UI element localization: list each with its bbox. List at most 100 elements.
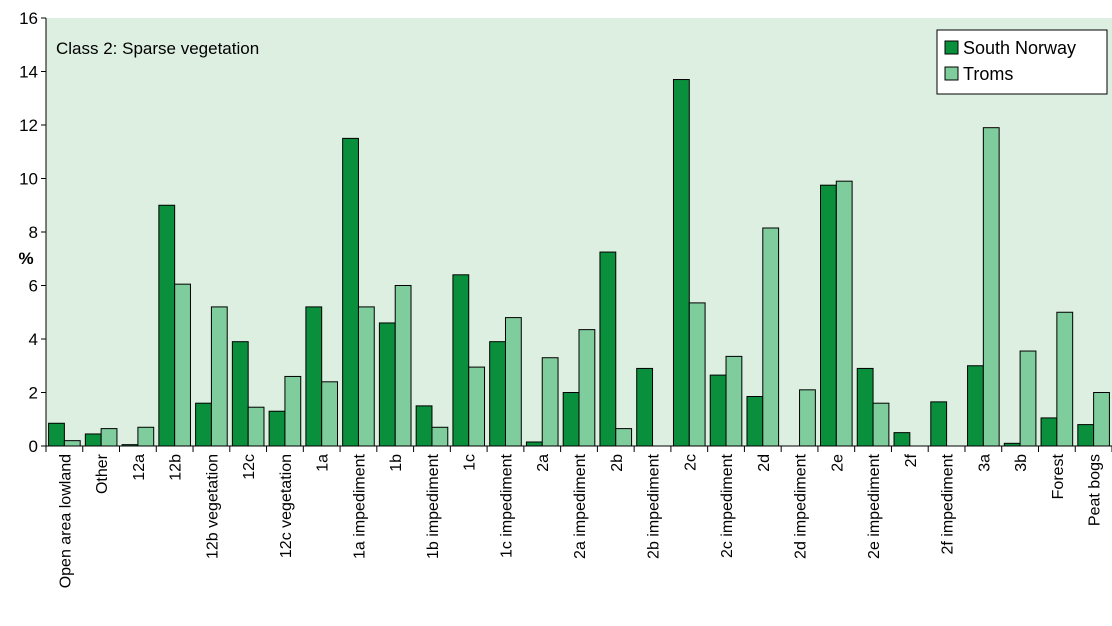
x-category-label: 2c impediment [719,453,736,558]
bar-troms [762,227,780,447]
legend-label: Troms [963,64,1013,84]
bar-south-norway [1077,424,1095,447]
x-category-label: Forest [1050,453,1067,499]
bar-south-norway [84,433,102,447]
bar-south-norway [893,432,911,447]
x-category-label: 1c impediment [498,453,515,558]
x-category-label: 2c [682,454,699,471]
bar-south-norway [415,405,433,447]
bar-troms [1093,392,1110,447]
x-category-label: 1b [388,454,405,472]
bar-troms [541,357,559,447]
bar-south-norway [305,306,323,447]
bar-south-norway [820,184,837,447]
bar-south-norway [268,410,286,447]
bar-south-norway [967,365,984,447]
bar-south-norway [48,422,65,447]
bar-south-norway [231,341,249,447]
bar-troms [63,440,81,447]
bar-south-norway [452,274,470,447]
bar-south-norway [562,392,580,447]
x-category-label: 2d [756,454,773,472]
x-category-label: 1a [315,454,332,472]
y-tick-label: 16 [19,9,38,28]
x-category-label: Peat bogs [1087,454,1104,526]
bar-south-norway [158,204,176,447]
chart-annotation: Class 2: Sparse vegetation [56,39,259,58]
x-category-label: 2b impediment [646,453,663,559]
bar-troms [872,402,890,447]
bar-troms [688,302,706,447]
bar-south-norway [489,341,506,447]
bar-south-norway [525,441,543,447]
bar-troms [394,285,412,447]
x-category-label: 2f [903,453,920,467]
bar-troms [1056,311,1074,447]
bar-south-norway [378,322,396,447]
x-category-label: 2a impediment [572,453,589,559]
bar-south-norway [1040,417,1058,447]
bar-troms [725,355,743,447]
x-category-label: 1c [462,454,479,471]
bar-south-norway [342,137,359,447]
bar-troms [982,127,1000,447]
bar-troms [615,428,633,447]
bar-troms [247,406,265,447]
bar-troms [357,306,375,447]
bar-south-norway [709,374,727,447]
x-category-label: 1b impediment [425,453,442,559]
y-tick-label: 4 [29,330,38,349]
bar-troms [100,428,118,447]
x-axis: Open area lowland Other 12a 12b 12b vegetati… [45,445,1112,588]
x-category-label: 2a [535,454,552,472]
y-tick-label: 8 [29,223,38,242]
y-axis-label: % [18,249,33,268]
x-category-label: 2d impediment [793,453,810,559]
legend: South Norway Troms [936,29,1108,95]
legend-box [936,29,1108,95]
x-category-label: 2f impediment [940,453,957,554]
bar-south-norway [672,79,690,447]
y-tick-label: 14 [19,63,38,82]
y-tick-label: 0 [29,437,38,456]
bar-troms [799,389,816,447]
bar-troms [210,306,228,447]
x-category-label: 2b [609,454,626,472]
x-category-label: Open area lowland [57,454,74,588]
x-category-label: 2e [829,454,846,472]
y-tick-label: 10 [19,170,38,189]
x-category-label: 2e impediment [866,453,883,559]
legend-label: South Norway [963,38,1076,58]
bar-troms [504,317,522,447]
bar-troms [284,375,302,447]
bar-troms [468,366,486,447]
y-tick-label: 6 [29,277,38,296]
bar-south-norway [930,401,948,447]
x-category-label: 12c vegetation [278,454,295,558]
bar-south-norway [746,396,764,447]
legend-swatch [944,40,959,55]
bar-south-norway [195,402,212,447]
y-tick-label: 12 [19,116,38,135]
bar-troms [431,426,449,447]
x-category-label: 3a [976,454,993,472]
x-category-label: 12b [168,454,185,481]
bar-troms [174,283,191,447]
bar-south-norway [856,367,874,447]
x-category-label: 12b vegetation [204,454,221,559]
x-category-label: 12a [131,454,148,481]
x-category-label: 12c [241,454,258,480]
bar-troms [1019,350,1037,447]
bar-south-norway [599,251,617,447]
x-category-label: 3b [1013,454,1030,472]
x-category-label: Other [94,453,111,494]
bar-troms [321,381,339,447]
y-tick-label: 2 [29,384,38,403]
bar-troms [137,426,155,447]
y-axis: 0 2 4 6 8 10 12 14 16 [19,9,47,456]
legend-swatch [944,66,959,81]
bar-troms [835,180,853,447]
x-category-label: 1a impediment [351,453,368,559]
bar-south-norway [636,367,654,447]
